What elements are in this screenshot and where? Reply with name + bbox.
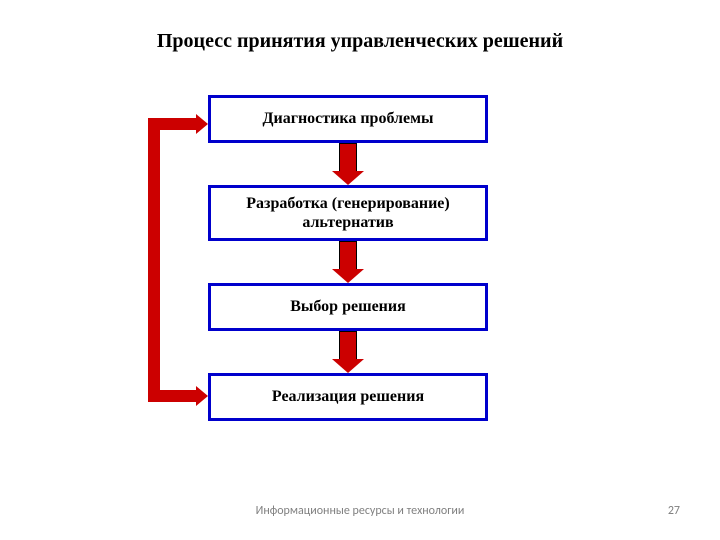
page-title: Процесс принятия управленческих решений — [0, 30, 720, 53]
feedback-vertical — [148, 118, 160, 398]
step-label: Разработка (генерирование) альтернатив — [217, 194, 479, 232]
step-box-1: Диагностика проблемы — [208, 95, 488, 143]
feedback-arrowhead-bottom — [196, 386, 208, 406]
feedback-top — [148, 118, 196, 130]
feedback-arrowhead-top — [196, 114, 208, 134]
step-label: Выбор решения — [290, 297, 406, 316]
page-number: 27 — [668, 504, 680, 518]
feedback-bottom — [148, 390, 196, 402]
step-box-3: Выбор решения — [208, 283, 488, 331]
step-box-2: Разработка (генерирование) альтернатив — [208, 185, 488, 241]
step-label: Реализация решения — [272, 387, 424, 406]
step-box-4: Реализация решения — [208, 373, 488, 421]
step-label: Диагностика проблемы — [262, 109, 433, 128]
footer-text: Информационные ресурсы и технологии — [0, 504, 720, 518]
